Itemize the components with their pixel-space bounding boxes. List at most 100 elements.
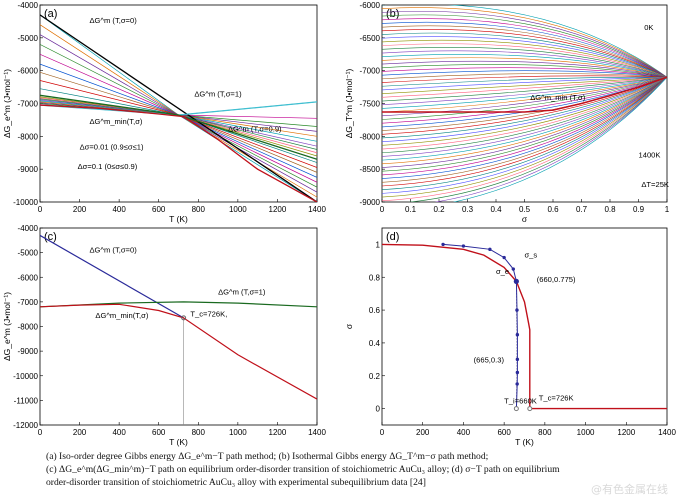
y-axis-label: ΔG_e^m (J•mol⁻¹) xyxy=(2,292,12,361)
y-tick-label: -8000 xyxy=(360,132,381,141)
family-curve xyxy=(40,71,317,173)
y-tick-label: -8000 xyxy=(18,323,39,332)
isotherm-curve xyxy=(382,57,667,78)
isotherm-curve xyxy=(382,75,667,83)
isotherm-curve xyxy=(382,60,667,78)
annotation: ΔG^m_min(T,σ) xyxy=(95,311,148,320)
isotherm-curve xyxy=(382,32,667,78)
x-axis-label: T (K) xyxy=(169,214,188,224)
annotation: T_c=726K xyxy=(539,393,574,402)
x-tick-label: 0 xyxy=(38,205,43,214)
annotation: σ_e xyxy=(496,267,509,276)
x-tick-label: 1400 xyxy=(308,205,326,214)
isotherm-curve xyxy=(382,50,667,78)
series-line xyxy=(443,243,518,409)
data-point xyxy=(441,242,445,247)
isotherm-curve xyxy=(382,76,667,124)
isotherm-curve xyxy=(382,46,667,78)
x-tick-label: 600 xyxy=(152,428,166,437)
y-tick-label: -7000 xyxy=(18,298,39,307)
y-tick-label: -10000 xyxy=(13,372,38,381)
annotation: ΔG^m (T,σ=0) xyxy=(89,246,137,255)
x-tick-label: 1000 xyxy=(229,205,247,214)
isotherm-curve xyxy=(382,76,667,146)
ti-marker xyxy=(513,406,519,412)
isotherm-curve xyxy=(434,77,667,202)
y-tick-label: -6000 xyxy=(18,67,39,76)
data-point xyxy=(515,333,520,337)
isotherm-curve xyxy=(382,76,667,179)
data-point xyxy=(502,255,506,260)
isotherm-curve xyxy=(382,76,667,150)
annotation: σ_s xyxy=(525,251,538,260)
x-tick-label: 0.1 xyxy=(405,205,417,214)
x-tick-label: 0.8 xyxy=(604,205,616,214)
tc-marker xyxy=(527,406,533,412)
series-line xyxy=(40,234,184,319)
x-tick-label: 1400 xyxy=(658,428,676,437)
isotherm-curve xyxy=(382,76,667,98)
isotherm-curve xyxy=(382,76,667,165)
x-tick-label: 1400 xyxy=(308,428,326,437)
x-tick-label: 1200 xyxy=(269,428,287,437)
caption-line-1: (a) Iso-order degree Gibbs energy ΔG_e^m… xyxy=(46,451,489,462)
x-tick-label: 800 xyxy=(192,205,206,214)
y-axis-label: ΔG_e^m (J•mol⁻¹) xyxy=(2,69,12,138)
y-tick-label: 0.2 xyxy=(369,372,381,381)
isotherm-curve xyxy=(382,36,667,78)
isotherm-curve xyxy=(382,10,667,78)
plot-frame xyxy=(39,227,318,426)
y-tick-label: -4000 xyxy=(18,224,39,233)
isotherm-curve xyxy=(382,67,667,78)
data-point xyxy=(515,357,520,362)
annotation: ΔG^m_min (T,σ) xyxy=(530,93,586,102)
isotherm-curve xyxy=(382,25,667,78)
plot-frame xyxy=(381,227,668,426)
series-line xyxy=(40,104,317,202)
panel-d: 0 200 400 600 800 1000 1200 1400 0 0.2 0.4 0.6 0.8 1 T… xyxy=(344,227,676,447)
x-tick-label: 400 xyxy=(112,205,126,214)
isotherm-curve xyxy=(382,76,667,94)
isotherm-curve xyxy=(382,54,667,78)
y-tick-label: -9000 xyxy=(18,347,39,356)
annotation: ΔT=25K xyxy=(641,180,669,189)
x-tick-label: 0 xyxy=(38,428,43,437)
isotherm-curve xyxy=(382,14,667,78)
y-tick-label: -9000 xyxy=(360,198,381,207)
series-line xyxy=(40,94,317,160)
isotherm-curve xyxy=(382,76,667,87)
panel-label: (d) xyxy=(386,231,399,243)
series-line xyxy=(382,243,667,410)
series-line xyxy=(40,303,317,400)
isotherm-curve xyxy=(382,76,667,142)
x-axis-label: T (K) xyxy=(515,437,534,447)
y-tick-label: -4000 xyxy=(18,1,39,10)
annotation: 0K xyxy=(644,23,653,32)
y-axis-label: ΔG_T^m (J•mol⁻¹) xyxy=(344,69,354,139)
plot-area xyxy=(382,242,667,412)
data-point xyxy=(515,370,520,375)
y-tick-label: -10000 xyxy=(13,198,38,207)
isotherm-curve xyxy=(382,39,667,78)
isotherm-curve xyxy=(382,43,667,78)
y-tick-label: 0.4 xyxy=(369,339,381,348)
annotation: ΔG^m (T,σ=0) xyxy=(89,16,137,25)
x-tick-label: 200 xyxy=(73,205,87,214)
figure-caption: (a) Iso-order degree Gibbs energy ΔG_e^m… xyxy=(46,450,646,489)
isotherm-curve xyxy=(382,76,667,157)
data-point xyxy=(461,244,466,248)
x-tick-label: 1000 xyxy=(229,428,247,437)
y-tick-label: -9000 xyxy=(18,165,39,174)
data-point xyxy=(515,382,519,386)
annotation: (660,0.775) xyxy=(537,275,576,284)
series-line xyxy=(40,301,317,308)
isotherm-curve xyxy=(382,5,667,78)
isotherm-curve xyxy=(382,77,667,194)
isotherm-curve xyxy=(382,76,667,135)
annotation: Δσ=0.01 (0.9≤σ≤1) xyxy=(80,142,144,151)
y-tick-label: -6500 xyxy=(360,34,381,43)
isotherm-curve xyxy=(382,77,667,183)
x-tick-label: 1200 xyxy=(269,205,287,214)
y-tick-label: 0 xyxy=(376,405,381,414)
x-tick-label: 1200 xyxy=(617,428,635,437)
